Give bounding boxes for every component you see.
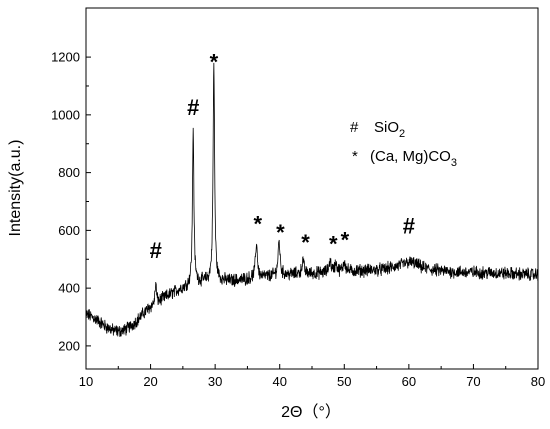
legend-symbol-sio2: # xyxy=(350,119,359,136)
peak-marker: * xyxy=(301,230,310,255)
y-tick-label: 600 xyxy=(58,223,80,238)
legend: # SiO2 * (Ca, Mg)CO3 xyxy=(350,119,457,169)
peak-markers: ##** * * * *# xyxy=(150,50,415,263)
y-tick-label: 1000 xyxy=(51,107,80,122)
peak-marker: * xyxy=(341,227,350,252)
peak-marker: * xyxy=(276,220,285,245)
x-tick-label: 50 xyxy=(337,374,351,389)
legend-label-sio2: SiO2 xyxy=(374,119,405,140)
peak-marker: # xyxy=(187,95,199,120)
peak-marker: * xyxy=(210,50,219,75)
y-tick-label: 200 xyxy=(58,338,80,353)
legend-label-camgco3: (Ca, Mg)CO3 xyxy=(370,148,457,169)
y-tick-label: 400 xyxy=(58,281,80,296)
xrd-series-line xyxy=(85,62,539,337)
plot-area xyxy=(85,62,539,337)
x-tick-label: 70 xyxy=(466,374,480,389)
x-tick-label: 20 xyxy=(143,374,157,389)
legend-symbol-camgco3: * xyxy=(352,148,358,165)
plot-frame xyxy=(85,7,539,370)
y-axis-title: Intensity(a.u.) xyxy=(7,140,24,237)
x-tick-label: 30 xyxy=(208,374,222,389)
x-axis-title: 2Θ（°） xyxy=(281,403,341,421)
peak-marker: * xyxy=(253,211,262,236)
axes: 10 20 30 40 50 60 70 80 200 400 600 800 1000 1200 xyxy=(51,7,545,389)
peak-marker: # xyxy=(403,213,415,238)
y-tick-label: 1200 xyxy=(51,50,80,65)
x-tick-label: 80 xyxy=(531,374,545,389)
peak-marker: * xyxy=(329,232,338,257)
x-tick-label: 60 xyxy=(402,374,416,389)
y-tick-label: 800 xyxy=(58,165,80,180)
x-tick-label: 10 xyxy=(79,374,93,389)
x-tick-label: 40 xyxy=(272,374,286,389)
peak-marker: # xyxy=(150,238,162,263)
